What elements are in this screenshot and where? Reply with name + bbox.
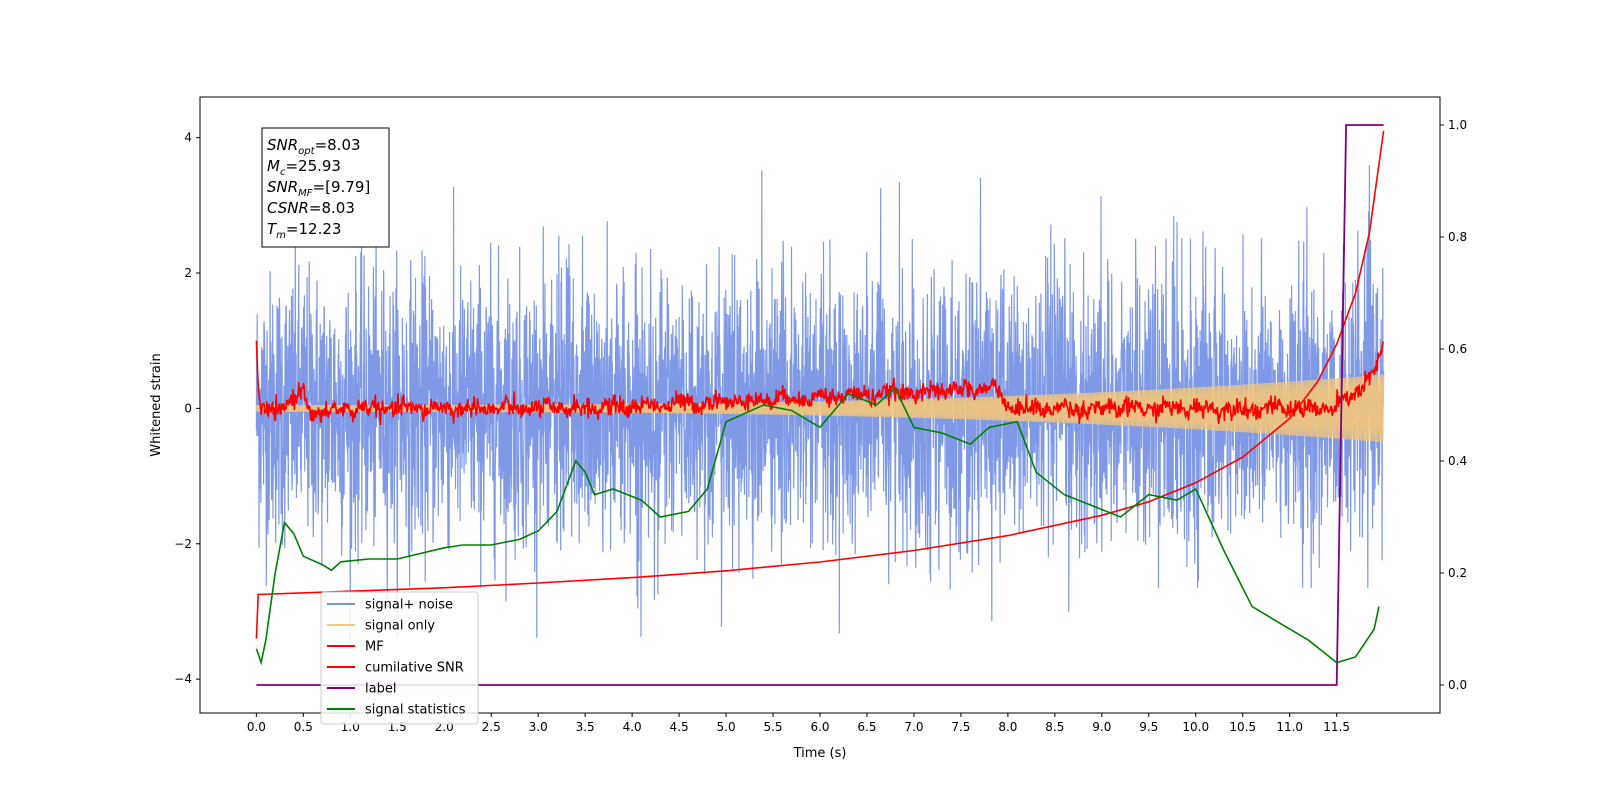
y-axis-right: 0.0 0.2 0.4 0.6 0.8 1.0: [1440, 118, 1467, 692]
annotation-line: Tm=12.23: [267, 220, 341, 241]
annotation-line: Mc=25.93: [267, 157, 341, 178]
y-tick-label: −4: [174, 672, 192, 686]
y2-tick-label: 0.6: [1448, 342, 1467, 356]
series-label: [256, 124, 1384, 686]
legend-label: MF: [365, 640, 384, 655]
series-signal-noise: [255, 164, 1385, 645]
series-signal-statistics: [255, 386, 1380, 666]
x-tick-label: 3.5: [576, 720, 595, 734]
y2-tick-label: 0.8: [1448, 230, 1467, 244]
y-tick-label: 0: [184, 401, 192, 415]
x-tick-label: 10.0: [1182, 720, 1209, 734]
y2-tick-label: 0.2: [1448, 566, 1467, 580]
legend-label: signal only: [365, 619, 435, 634]
x-tick-label: 10.5: [1229, 720, 1256, 734]
y-tick-label: −2: [174, 537, 192, 551]
legend-frame: [320, 591, 479, 725]
x-tick-label: 5.0: [717, 720, 736, 734]
x-tick-label: 8.0: [998, 720, 1017, 734]
x-tick-label: 0.5: [294, 720, 313, 734]
y-axis-left: −4 −2 0 2 4: [174, 131, 200, 686]
x-tick-label: 7.0: [904, 720, 923, 734]
x-tick-label: 11.0: [1276, 720, 1303, 734]
x-tick-label: 6.0: [810, 720, 829, 734]
x-tick-label: 4.5: [670, 720, 689, 734]
x-tick-label: 4.0: [623, 720, 642, 734]
legend-label: label: [365, 682, 396, 697]
x-tick-label: 9.5: [1139, 720, 1158, 734]
legend-label: cumilative SNR: [365, 661, 464, 676]
legend: signal+ noise signal only MF cumilative SNR…: [320, 591, 479, 725]
annotation-line: CSNR=8.03: [267, 199, 355, 217]
series-mf: [255, 340, 1385, 426]
y-axis-label: Whitened strain: [149, 353, 164, 456]
annotation-frame: [261, 127, 390, 248]
y2-tick-label: 0.4: [1448, 454, 1467, 468]
legend-label: signal+ noise: [365, 598, 453, 613]
x-tick-label: 11.5: [1323, 720, 1350, 734]
annotation-line: SNRopt=8.03: [267, 136, 361, 157]
y-tick-label: 2: [184, 266, 192, 280]
annotation-box: SNRopt=8.03Mc=25.93SNRMF=[9.79]CSNR=8.03…: [261, 127, 390, 248]
x-tick-label: 7.5: [951, 720, 970, 734]
y-tick-label: 4: [184, 131, 192, 145]
x-tick-label: 3.0: [529, 720, 548, 734]
x-tick-label: 2.5: [482, 720, 501, 734]
y2-tick-label: 1.0: [1448, 118, 1467, 132]
x-tick-label: 5.5: [763, 720, 782, 734]
x-tick-label: 6.5: [857, 720, 876, 734]
plot-area: [255, 124, 1385, 686]
x-tick-label: 9.0: [1092, 720, 1111, 734]
series-cumulative-snr: [255, 130, 1385, 639]
x-tick-label: 8.5: [1045, 720, 1064, 734]
x-axis-label: Time (s): [793, 746, 847, 761]
y2-tick-label: 0.0: [1448, 678, 1467, 692]
x-tick-label: 0.0: [247, 720, 266, 734]
annotation-line: SNRMF=[9.79]: [267, 178, 370, 199]
legend-label: signal statistics: [365, 703, 466, 718]
